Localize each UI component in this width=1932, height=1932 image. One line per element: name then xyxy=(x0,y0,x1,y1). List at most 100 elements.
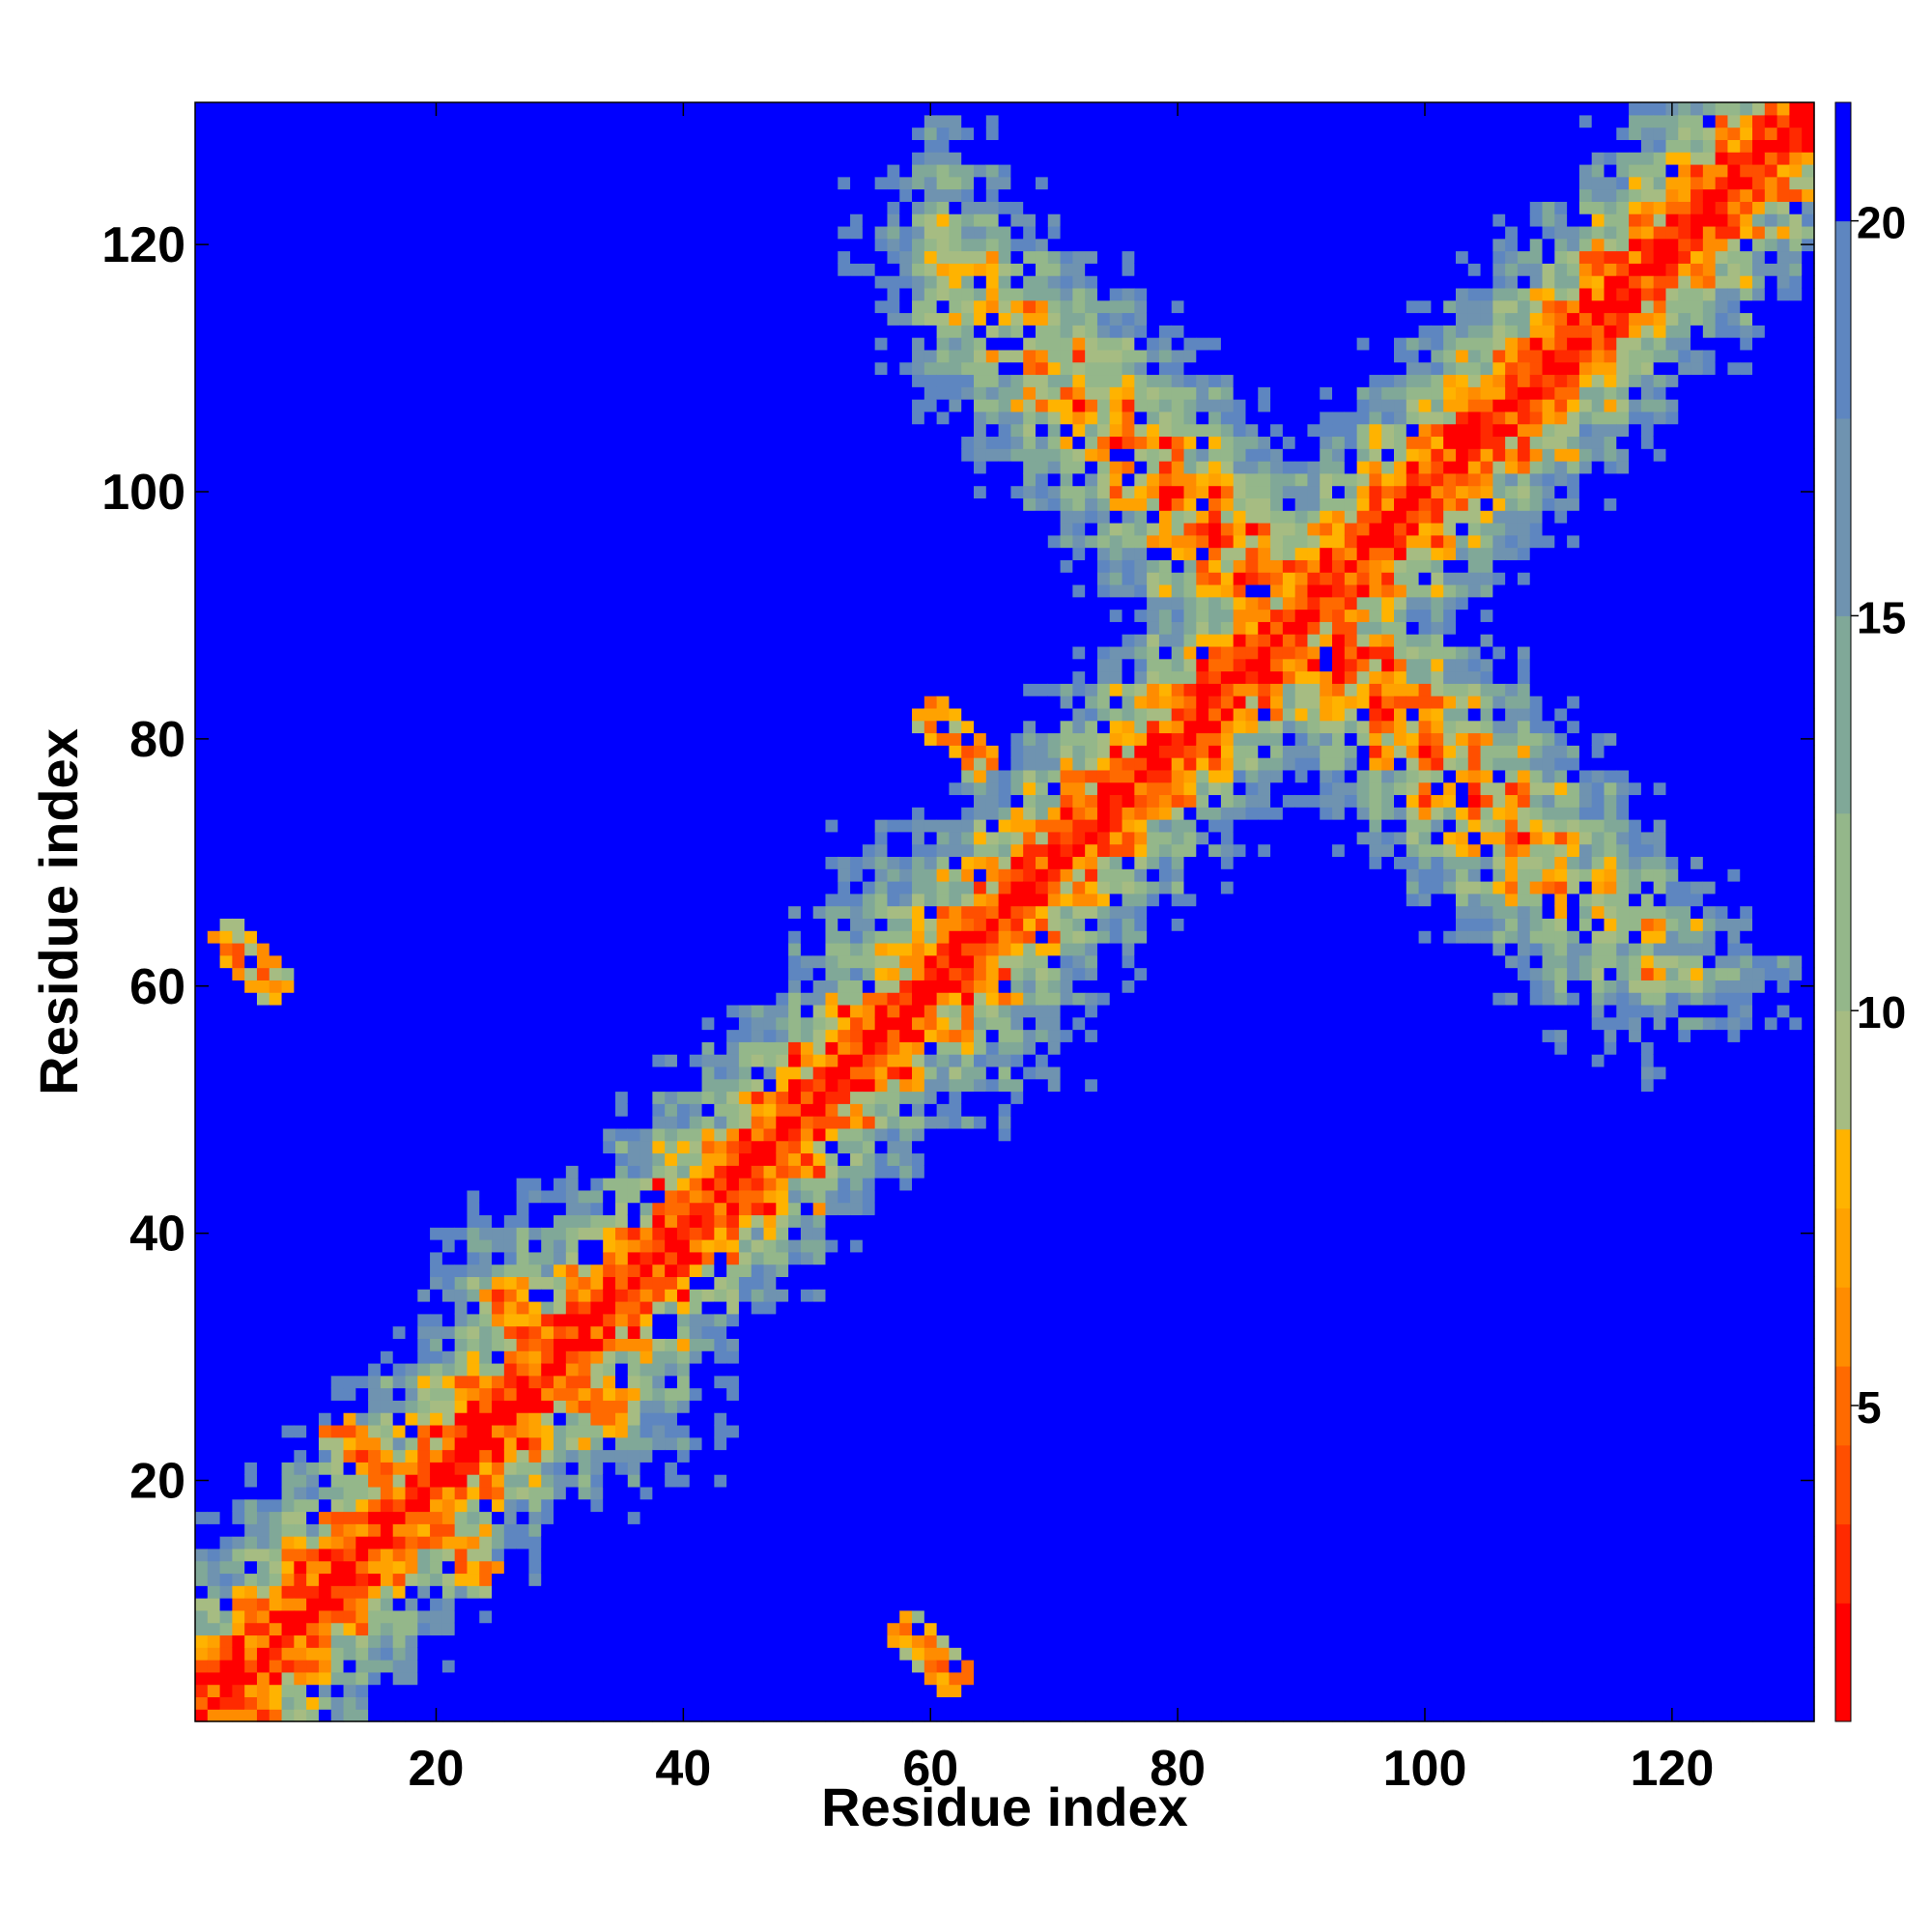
heatmap-cell xyxy=(244,287,258,301)
heatmap-cell xyxy=(554,1338,567,1351)
heatmap-cell xyxy=(479,1560,493,1575)
heatmap-cell xyxy=(318,1029,332,1042)
heatmap-cell xyxy=(244,819,258,833)
heatmap-cell xyxy=(479,918,493,931)
heatmap-cell xyxy=(405,1301,418,1315)
heatmap-cell xyxy=(479,992,493,1006)
heatmap-cell xyxy=(430,1671,443,1686)
heatmap-cell xyxy=(343,497,356,511)
heatmap-cell xyxy=(430,1548,443,1562)
heatmap-cell xyxy=(405,461,418,474)
heatmap-cell xyxy=(467,461,480,474)
heatmap-cell xyxy=(244,1400,258,1413)
heatmap-cell xyxy=(195,139,209,153)
heatmap-cell xyxy=(195,1511,209,1524)
heatmap-cell xyxy=(232,399,245,412)
heatmap-cell xyxy=(528,1598,542,1611)
heatmap-cell xyxy=(554,1078,567,1093)
heatmap-cell xyxy=(368,436,382,449)
heatmap-cell xyxy=(528,1103,542,1117)
heatmap-cell xyxy=(306,572,320,585)
heatmap-cell xyxy=(541,1054,554,1067)
heatmap-cell xyxy=(441,250,456,264)
heatmap-cell xyxy=(639,1536,653,1549)
heatmap-cell xyxy=(380,534,394,549)
heatmap-cell xyxy=(219,472,233,487)
heatmap-cell xyxy=(590,1609,604,1624)
heatmap-cell xyxy=(652,547,666,560)
heatmap-cell xyxy=(269,275,283,289)
heatmap-cell xyxy=(492,1387,505,1401)
heatmap-cell xyxy=(492,583,505,598)
heatmap-cell xyxy=(232,1041,245,1055)
heatmap-cell xyxy=(554,1696,567,1710)
heatmap-cell xyxy=(528,893,542,907)
heatmap-cell xyxy=(380,1251,394,1265)
heatmap-cell xyxy=(207,596,221,611)
heatmap-cell xyxy=(281,411,295,425)
heatmap-cell xyxy=(528,1585,542,1599)
heatmap-cell xyxy=(430,634,443,647)
heatmap-cell xyxy=(269,954,283,969)
heatmap-cell xyxy=(355,621,369,635)
heatmap-cell xyxy=(380,127,394,140)
heatmap-cell xyxy=(207,547,221,560)
heatmap-cell xyxy=(441,1647,456,1661)
heatmap-cell xyxy=(207,152,221,165)
heatmap-cell xyxy=(244,534,258,549)
heatmap-cell xyxy=(590,1264,604,1278)
heatmap-cell xyxy=(343,374,356,387)
heatmap-cell xyxy=(343,1016,356,1031)
heatmap-cell xyxy=(219,1671,233,1686)
heatmap-cell xyxy=(479,163,493,178)
heatmap-cell xyxy=(330,1647,345,1661)
heatmap-cell xyxy=(578,337,591,351)
heatmap-cell xyxy=(441,1189,456,1204)
heatmap-cell xyxy=(441,967,456,980)
heatmap-cell xyxy=(614,201,629,214)
heatmap-cell xyxy=(590,881,604,895)
heatmap-cell xyxy=(492,176,505,190)
heatmap-cell xyxy=(652,905,666,919)
heatmap-cell xyxy=(479,967,493,980)
heatmap-cell xyxy=(614,634,629,647)
heatmap-cell xyxy=(541,1622,554,1636)
heatmap-cell xyxy=(318,1325,332,1339)
heatmap-cell xyxy=(330,213,345,227)
heatmap-cell xyxy=(269,325,283,338)
heatmap-cell xyxy=(318,411,332,425)
heatmap-cell xyxy=(281,510,295,524)
heatmap-cell xyxy=(565,1276,580,1290)
heatmap-cell xyxy=(294,1684,307,1698)
heatmap-cell xyxy=(541,238,554,252)
heatmap-cell xyxy=(380,1671,394,1686)
heatmap-cell xyxy=(232,843,245,858)
heatmap-cell xyxy=(232,213,245,227)
heatmap-cell xyxy=(355,1684,369,1698)
heatmap-cell xyxy=(627,386,641,400)
heatmap-cell xyxy=(232,1078,245,1093)
heatmap-cell xyxy=(380,1338,394,1351)
heatmap-cell xyxy=(195,1301,209,1315)
heatmap-cell xyxy=(454,881,469,895)
heatmap-cell xyxy=(441,349,456,363)
heatmap-cell xyxy=(652,645,666,660)
heatmap-cell xyxy=(627,1474,641,1488)
heatmap-cell xyxy=(565,1338,580,1351)
heatmap-cell xyxy=(603,1622,616,1636)
heatmap-cell xyxy=(281,757,295,771)
heatmap-cell xyxy=(554,1276,567,1290)
heatmap-cell xyxy=(405,1202,418,1216)
heatmap-cell xyxy=(541,1573,554,1586)
heatmap-cell xyxy=(614,485,629,498)
heatmap-cell xyxy=(417,807,431,820)
heatmap-cell xyxy=(294,1634,307,1648)
heatmap-cell xyxy=(627,1709,641,1722)
heatmap-cell xyxy=(195,1189,209,1204)
heatmap-cell xyxy=(294,534,307,549)
heatmap-cell xyxy=(392,1622,407,1636)
heatmap-cell xyxy=(479,1375,493,1389)
heatmap-cell xyxy=(281,1116,295,1129)
heatmap-cell xyxy=(318,287,332,301)
heatmap-cell xyxy=(603,1029,616,1042)
